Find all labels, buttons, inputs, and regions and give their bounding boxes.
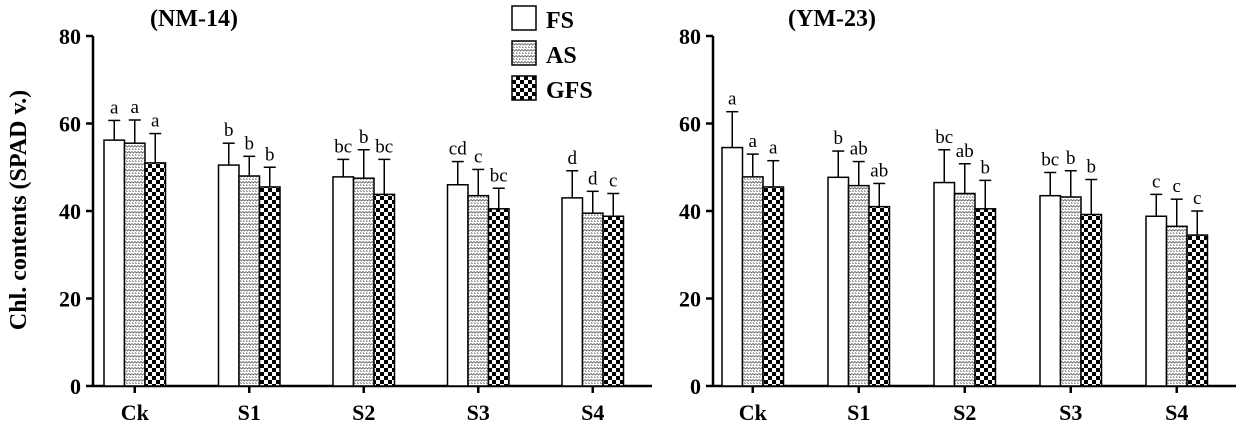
significance-label-fs-s4: c <box>1152 171 1160 192</box>
significance-label-as-s2: ab <box>956 141 974 162</box>
significance-label-fs-s2: bc <box>935 127 953 148</box>
bar-gfs-ck <box>762 186 785 387</box>
x-tick-label-s3: S3 <box>467 400 490 425</box>
significance-label-gfs-ck: a <box>151 111 160 132</box>
bar-gfs-s2 <box>373 193 396 387</box>
bar-as-s2 <box>953 192 976 387</box>
x-tick-label-s1: S1 <box>847 400 870 425</box>
legend-swatch-fs <box>511 5 537 31</box>
x-tick-label-s3: S3 <box>1059 400 1082 425</box>
significance-label-gfs-s4: c <box>1193 188 1201 209</box>
significance-label-gfs-s1: b <box>265 144 275 165</box>
bar-gfs-s4 <box>602 215 625 387</box>
significance-label-gfs-s1: ab <box>870 160 888 181</box>
bar-as-ck <box>123 142 146 387</box>
x-tick-label-s4: S4 <box>581 400 604 425</box>
significance-label-fs-s1: b <box>224 120 234 141</box>
bar-as-s3 <box>1059 196 1082 387</box>
bar-gfs-s3 <box>1080 213 1103 387</box>
legend-label-as: AS <box>546 43 577 69</box>
legend: FS AS GFS <box>511 5 593 104</box>
bar-gfs-s1 <box>258 186 281 387</box>
y-tick-label: 80 <box>679 24 701 49</box>
legend-swatch-as <box>511 40 537 66</box>
significance-label-fs-s3: cd <box>449 139 467 160</box>
y-tick-label: 0 <box>70 374 81 399</box>
bar-fs-ck <box>721 146 744 387</box>
bar-fs-s3 <box>446 184 469 387</box>
significance-label-gfs-ck: a <box>769 138 778 159</box>
legend-label-fs: FS <box>546 8 574 34</box>
significance-label-gfs-s2: b <box>981 157 991 178</box>
bar-fs-s1 <box>217 164 240 387</box>
bar-gfs-ck <box>144 162 167 387</box>
x-tick-label-ck: Ck <box>121 400 150 425</box>
bar-fs-s1 <box>827 176 850 387</box>
bar-as-s4 <box>581 212 604 387</box>
significance-label-as-s1: b <box>245 133 255 154</box>
bar-gfs-s2 <box>974 208 997 387</box>
y-tick-label: 40 <box>59 199 81 224</box>
significance-label-gfs-s2: bc <box>375 136 393 157</box>
bar-fs-ck <box>103 139 126 387</box>
bar-as-ck <box>741 176 764 387</box>
x-tick-label-s2: S2 <box>352 400 375 425</box>
bar-fs-s4 <box>1145 215 1168 387</box>
y-tick-label: 80 <box>59 24 81 49</box>
significance-label-gfs-s4: c <box>609 171 617 192</box>
y-tick-label: 0 <box>690 374 701 399</box>
significance-label-gfs-s3: b <box>1087 157 1097 178</box>
significance-label-fs-s2: bc <box>334 136 352 157</box>
significance-label-fs-s3: bc <box>1041 150 1059 171</box>
x-tick-label-s2: S2 <box>953 400 976 425</box>
panel-title-nm14: (NM-14) <box>150 6 238 32</box>
significance-label-fs-ck: a <box>110 97 119 118</box>
y-tick-label: 60 <box>679 112 701 137</box>
bar-as-s3 <box>467 194 490 387</box>
y-axis-title: Chl. contents (SPAD v.) <box>6 90 32 330</box>
legend-label-gfs: GFS <box>546 78 593 104</box>
significance-label-as-s4: d <box>588 168 598 189</box>
bar-fs-s2 <box>332 176 355 387</box>
significance-label-gfs-s3: bc <box>490 165 508 186</box>
x-tick-label-s4: S4 <box>1165 400 1188 425</box>
significance-label-as-s3: b <box>1066 148 1076 169</box>
bar-gfs-s1 <box>868 205 891 387</box>
y-tick-label: 20 <box>59 287 81 312</box>
significance-label-fs-ck: a <box>728 89 737 110</box>
bar-fs-s3 <box>1039 194 1062 387</box>
significance-label-fs-s1: b <box>834 128 844 149</box>
significance-label-as-ck: a <box>131 97 140 118</box>
legend-swatch-gfs <box>511 75 537 101</box>
significance-label-fs-s4: d <box>568 148 578 169</box>
bar-as-s2 <box>352 177 375 387</box>
y-tick-label: 40 <box>679 199 701 224</box>
significance-label-as-s3: c <box>474 146 482 167</box>
bar-gfs-s3 <box>487 208 510 387</box>
bar-fs-s2 <box>933 181 956 387</box>
significance-label-as-ck: a <box>749 131 758 152</box>
significance-label-as-s1: ab <box>850 139 868 160</box>
bar-as-s1 <box>847 184 870 387</box>
x-tick-label-ck: Ck <box>739 400 768 425</box>
bar-as-s4 <box>1165 225 1188 387</box>
y-tick-label: 60 <box>59 112 81 137</box>
y-tick-label: 20 <box>679 287 701 312</box>
bar-fs-s4 <box>561 197 584 387</box>
panel-title-ym23: (YM-23) <box>788 6 876 32</box>
bar-gfs-s4 <box>1186 234 1209 387</box>
x-tick-label-s1: S1 <box>238 400 261 425</box>
bar-as-s1 <box>238 175 261 387</box>
significance-label-as-s2: b <box>359 127 369 148</box>
significance-label-as-s4: c <box>1173 176 1181 197</box>
